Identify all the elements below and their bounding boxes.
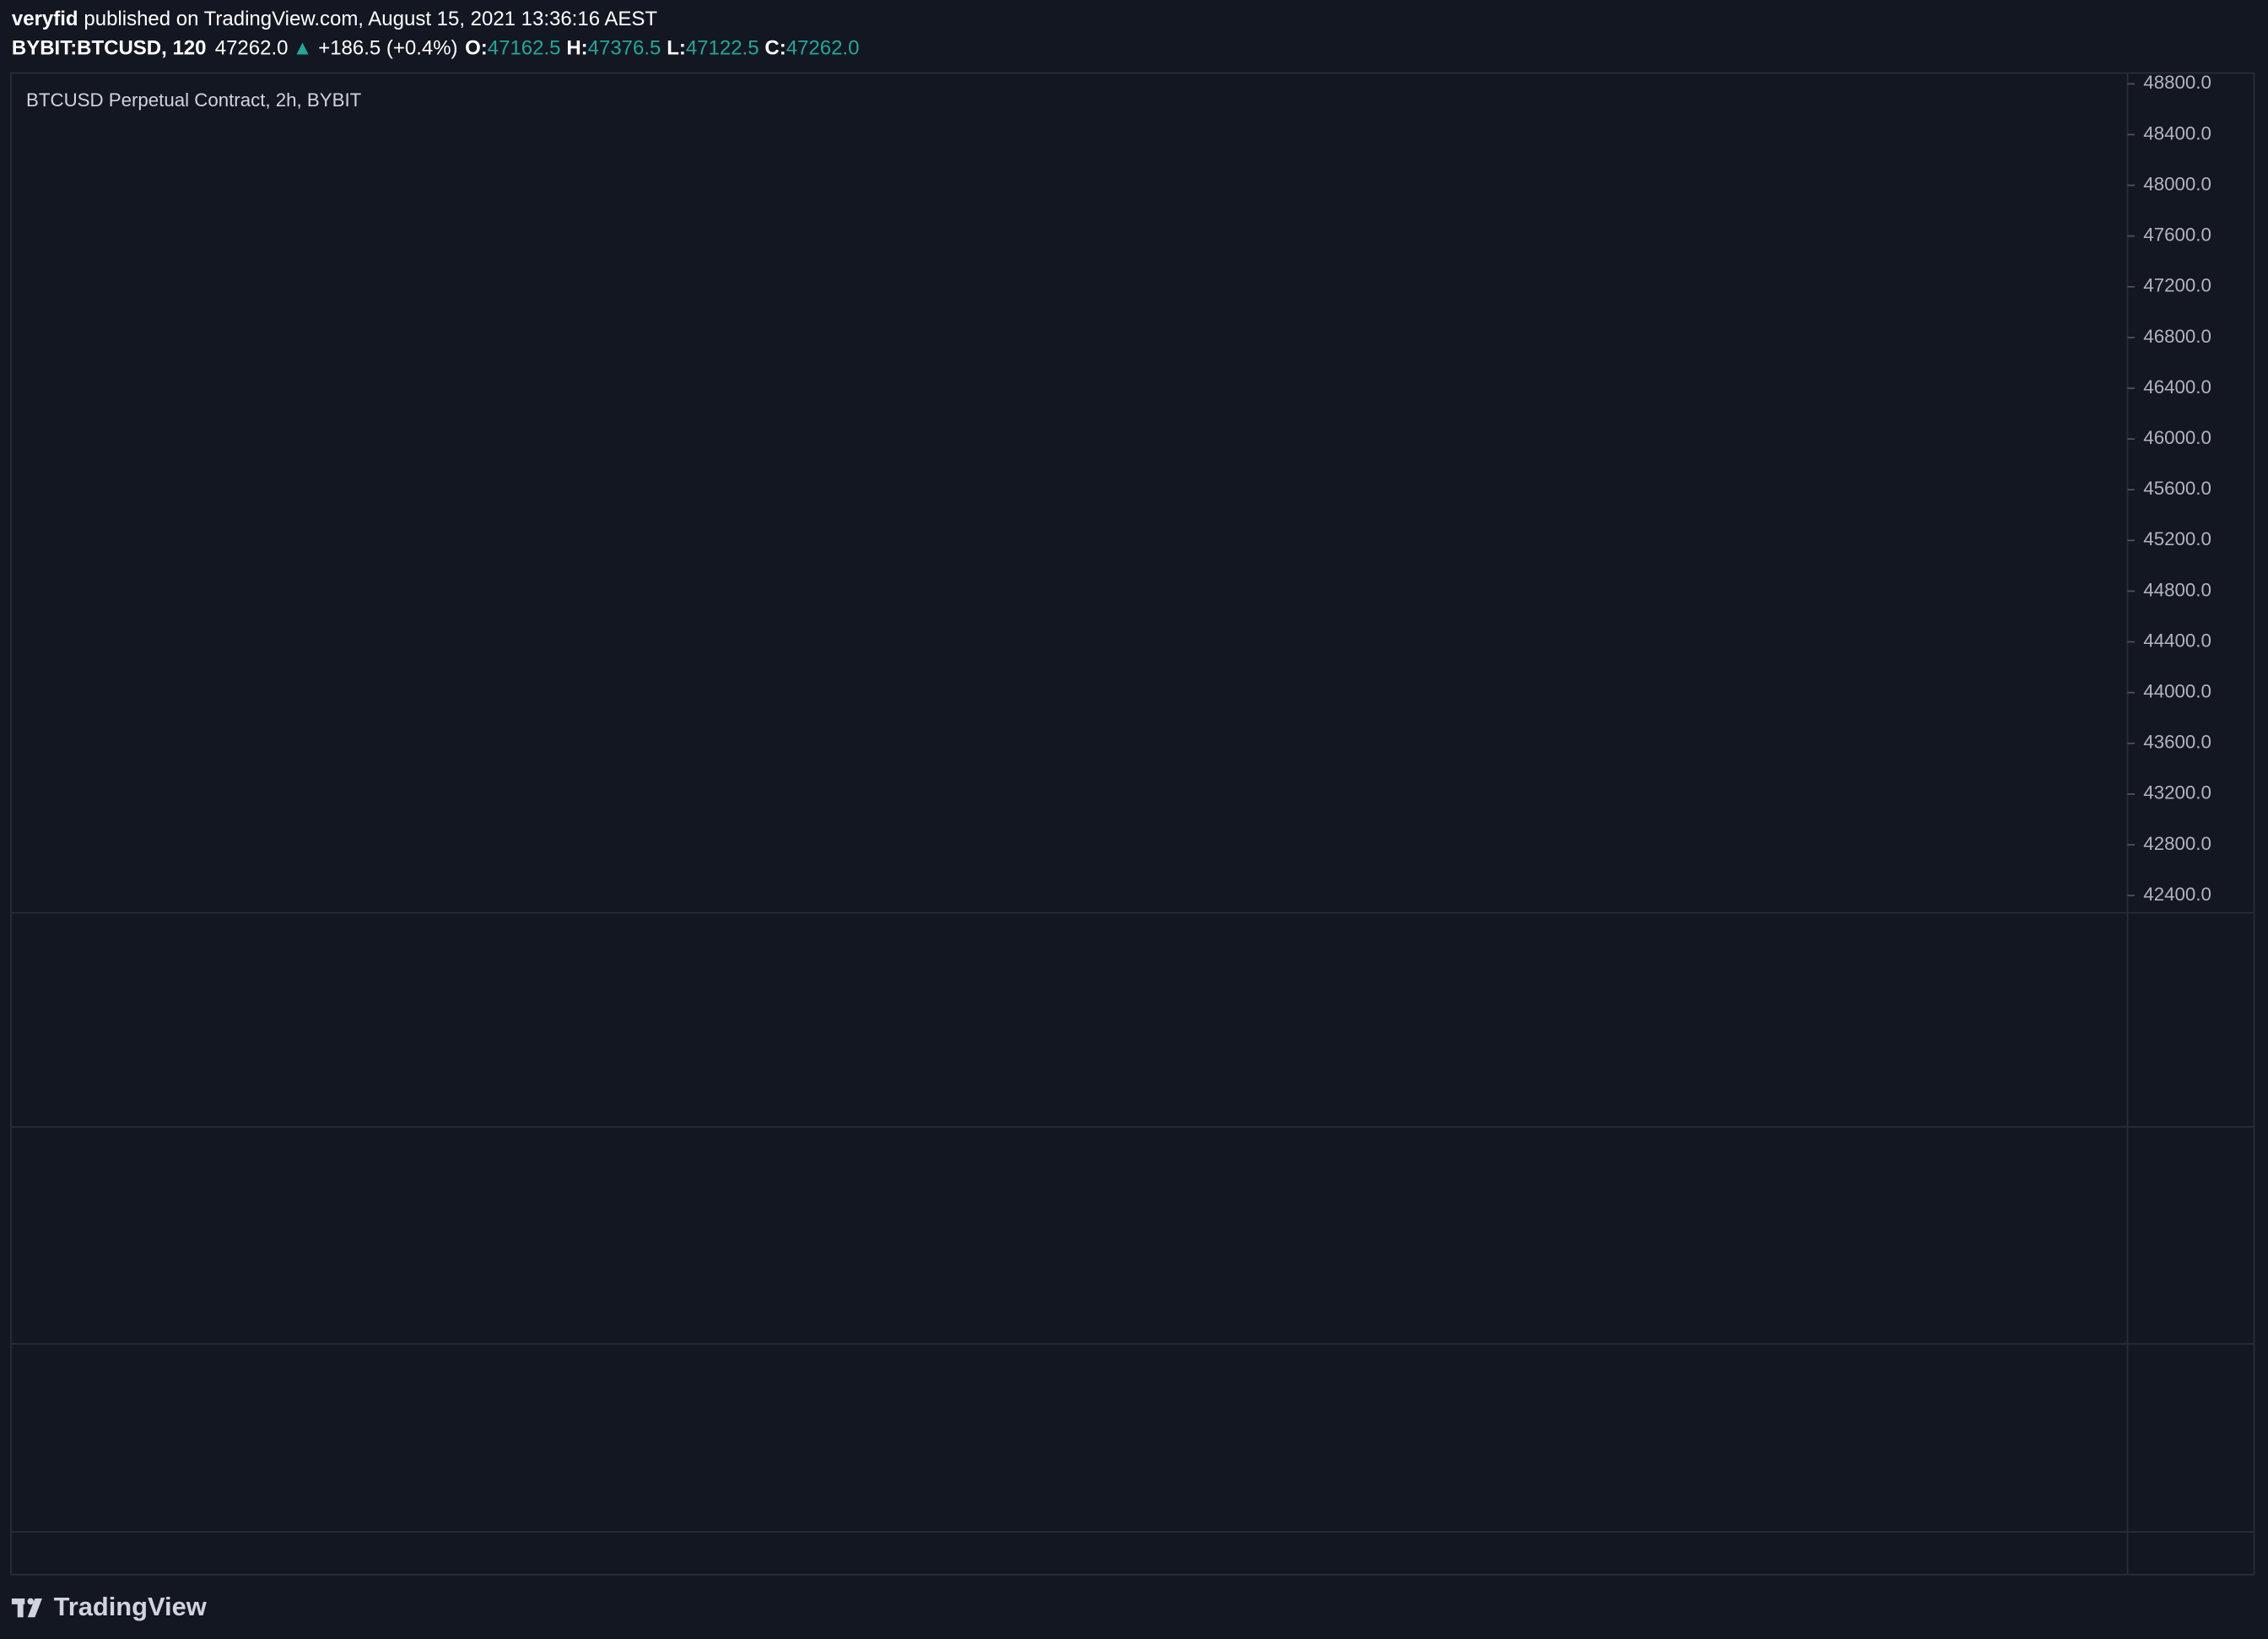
- y-tick-label: 43200.0: [2143, 782, 2211, 803]
- author: veryfid: [12, 8, 78, 30]
- logo-part: [17, 1598, 24, 1618]
- publish-line: veryfid published on TradingView.com, Aug…: [12, 8, 657, 30]
- y-tick-label: 46000.0: [2143, 427, 2211, 448]
- y-tick-label: 46400.0: [2143, 376, 2211, 398]
- change: +186.5 (+0.4%): [318, 37, 457, 60]
- logo-part: [27, 1598, 42, 1618]
- y-tick-label: 48000.0: [2143, 173, 2211, 194]
- low-label: L:: [667, 37, 686, 60]
- overlay: 42400.0 42800.0 43200.0 43600.0 44000.0 44400…: [26, 72, 2211, 905]
- arrow: ▲: [293, 37, 313, 60]
- y-tick-label: 45200.0: [2143, 528, 2211, 549]
- published: published on TradingView.com, August 15,…: [84, 8, 657, 30]
- open-label: O:: [465, 37, 488, 60]
- y-tick-label: 46800.0: [2143, 326, 2211, 347]
- close: 47262.0: [786, 37, 860, 60]
- high-label: H:: [566, 37, 587, 60]
- y-tick-label: 48800.0: [2143, 72, 2211, 93]
- symbol: BYBIT:BTCUSD, 120: [12, 37, 207, 60]
- last: 47262.0: [215, 37, 289, 60]
- y-tick-label: 48400.0: [2143, 122, 2211, 143]
- y-tick-label: 44800.0: [2143, 579, 2211, 600]
- symbol-line: BYBIT:BTCUSD, 120 47262.0 ▲ +186.5 (+0.4%) O…: [12, 37, 860, 60]
- pane-title: BTCUSD Perpetual Contract, 2h, BYBIT: [26, 89, 362, 111]
- y-tick-label: 43600.0: [2143, 732, 2211, 753]
- chart-frame: [10, 72, 2255, 1576]
- y-tick-label: 44000.0: [2143, 681, 2211, 702]
- brand: TradingView: [54, 1592, 208, 1621]
- y-tick-label: 42400.0: [2143, 884, 2211, 905]
- y-tick-label: 47200.0: [2143, 275, 2211, 296]
- plot: [2127, 83, 2136, 896]
- logo-part: [27, 1598, 34, 1605]
- y-tick-label: 42800.0: [2143, 833, 2211, 854]
- high: 47376.5: [588, 37, 662, 60]
- close-label: C:: [764, 37, 786, 60]
- open: 47162.5: [488, 37, 561, 60]
- y-tick-label: 44400.0: [2143, 630, 2211, 651]
- brand-logo: TradingView: [11, 1592, 208, 1621]
- y-tick-label: 47600.0: [2143, 224, 2211, 246]
- low: 47122.5: [686, 37, 759, 60]
- y-tick-label: 45600.0: [2143, 478, 2211, 499]
